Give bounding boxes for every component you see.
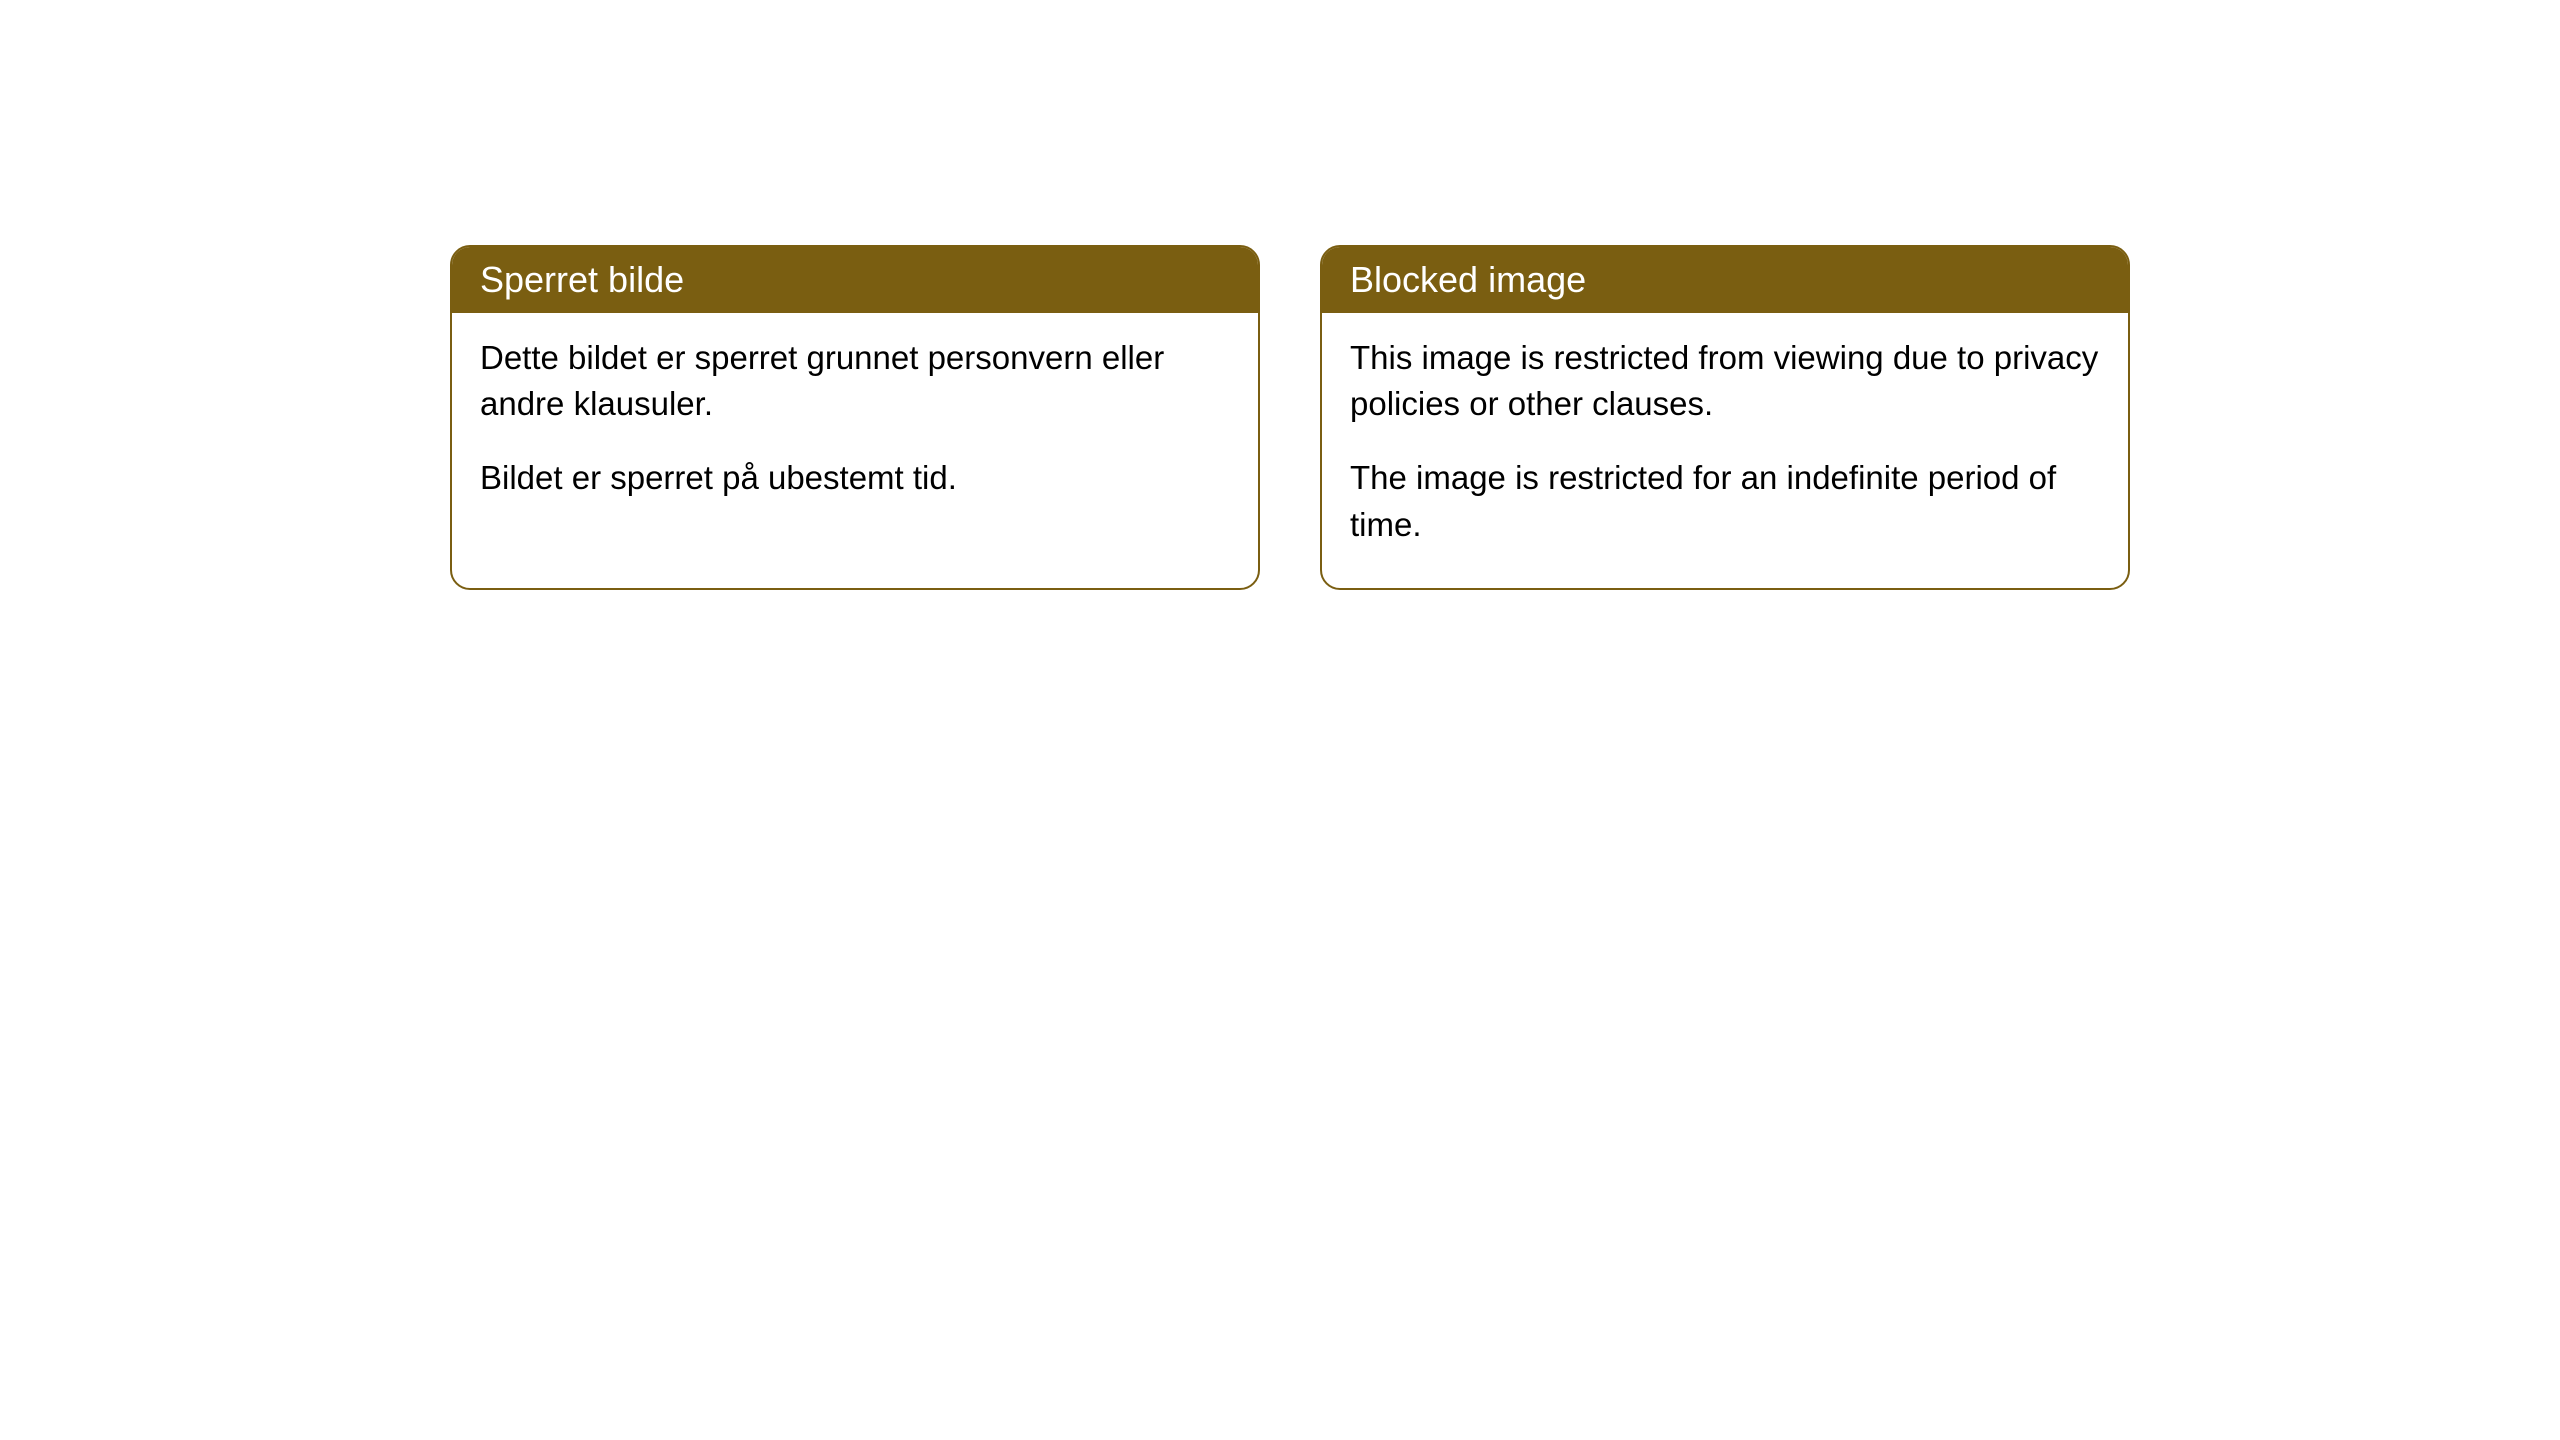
card-body: Dette bildet er sperret grunnet personve… <box>452 313 1258 542</box>
blocked-image-card-norwegian: Sperret bilde Dette bildet er sperret gr… <box>450 245 1260 590</box>
card-paragraph: Dette bildet er sperret grunnet personve… <box>480 335 1230 427</box>
card-paragraph: Bildet er sperret på ubestemt tid. <box>480 455 1230 501</box>
card-paragraph: This image is restricted from viewing du… <box>1350 335 2100 427</box>
card-paragraph: The image is restricted for an indefinit… <box>1350 455 2100 547</box>
card-body: This image is restricted from viewing du… <box>1322 313 2128 588</box>
card-title: Sperret bilde <box>452 247 1258 313</box>
blocked-image-card-english: Blocked image This image is restricted f… <box>1320 245 2130 590</box>
card-title: Blocked image <box>1322 247 2128 313</box>
notice-container: Sperret bilde Dette bildet er sperret gr… <box>0 0 2560 590</box>
